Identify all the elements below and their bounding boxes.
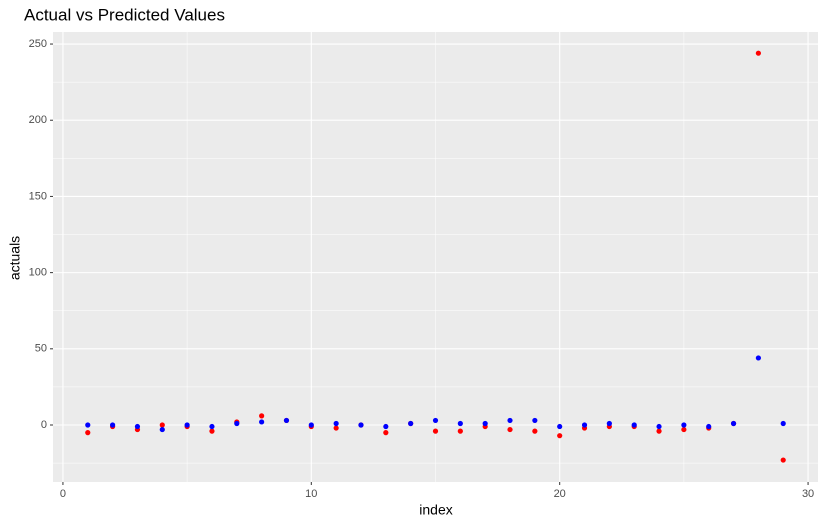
point — [507, 426, 513, 433]
point — [333, 420, 339, 427]
point — [110, 422, 116, 428]
point — [259, 419, 265, 425]
point — [557, 433, 563, 439]
point — [656, 423, 662, 430]
point — [333, 425, 339, 431]
point — [706, 423, 712, 430]
point — [159, 422, 165, 428]
point — [432, 428, 439, 434]
point — [134, 423, 141, 430]
point — [308, 422, 314, 428]
point — [408, 420, 414, 427]
point — [383, 423, 389, 430]
point — [755, 355, 761, 361]
point — [383, 430, 389, 436]
point — [780, 457, 786, 463]
point — [159, 426, 165, 433]
point — [755, 50, 761, 56]
point — [581, 422, 588, 428]
y-tick-label: 0 — [41, 419, 47, 431]
point — [457, 428, 463, 434]
x-axis-label: index — [419, 502, 452, 518]
point — [457, 420, 463, 427]
point — [85, 430, 91, 436]
x-tick-label: 30 — [802, 488, 814, 500]
point — [507, 417, 513, 424]
point — [532, 428, 538, 434]
point — [283, 417, 290, 424]
point — [557, 423, 563, 430]
point — [259, 413, 265, 419]
point — [606, 420, 612, 427]
point — [85, 422, 91, 428]
point — [681, 426, 687, 433]
point — [184, 422, 190, 428]
y-tick-label: 50 — [35, 343, 47, 355]
x-tick-label: 0 — [60, 488, 66, 500]
x-tick-label: 20 — [554, 488, 566, 500]
point — [780, 420, 786, 427]
point — [209, 423, 215, 430]
y-tick-label: 200 — [29, 114, 47, 126]
x-tick-label: 10 — [305, 488, 317, 500]
point — [730, 420, 737, 427]
chart-title: Actual vs Predicted Values — [24, 5, 225, 24]
point — [631, 422, 637, 428]
point — [209, 428, 215, 434]
point — [234, 420, 240, 427]
point — [681, 422, 687, 428]
point — [532, 417, 538, 424]
point — [358, 422, 364, 428]
y-tick-label: 250 — [29, 38, 47, 50]
point — [656, 428, 662, 434]
y-axis-label: actuals — [7, 236, 23, 280]
y-tick-label: 150 — [29, 190, 47, 202]
y-tick-label: 100 — [29, 267, 47, 279]
point — [482, 420, 488, 427]
point — [432, 417, 439, 424]
